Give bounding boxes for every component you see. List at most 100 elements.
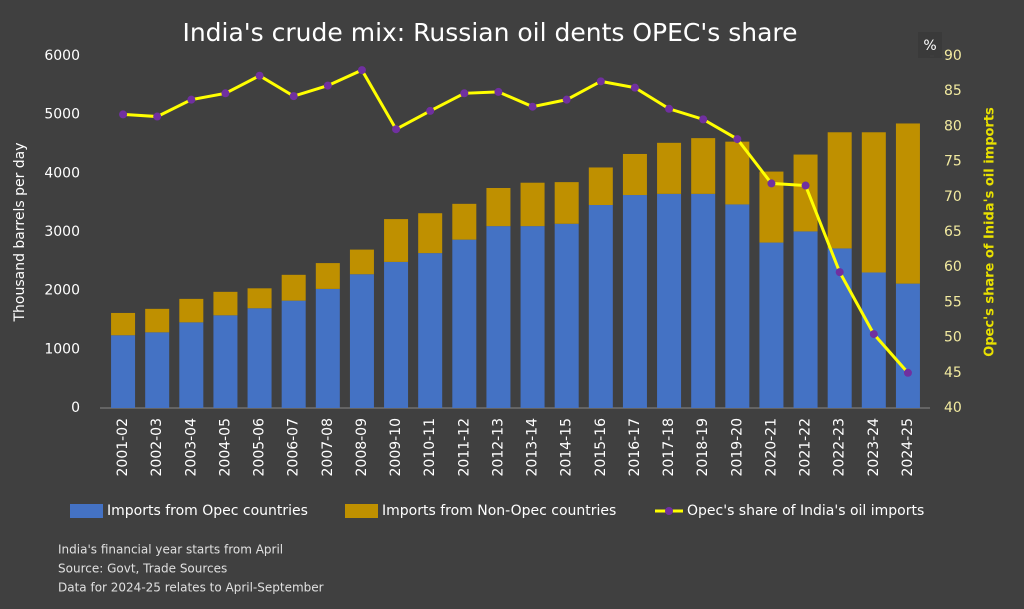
legend-label: Opec's share of India's oil imports: [687, 503, 924, 519]
bar: [486, 188, 511, 227]
bar: [418, 213, 443, 254]
y2-axis-title: Opec's share of Inida's oil imports: [983, 107, 998, 357]
y-axis-title: Thousand barrels per day: [12, 142, 28, 322]
marker: [767, 179, 776, 188]
marker: [289, 92, 298, 101]
x-tick-label: 2013-14: [525, 418, 541, 477]
bar: [861, 132, 886, 273]
bar: [622, 195, 647, 408]
x-tick-label: 2005-06: [252, 418, 268, 477]
note: India's financial year starts from April: [58, 543, 283, 557]
x-tick-label: 2014-15: [559, 418, 575, 477]
bar: [895, 283, 920, 408]
y-tick-label: 3000: [44, 224, 80, 240]
bar: [452, 203, 477, 240]
y-tick-label: 5000: [44, 107, 80, 123]
x-tick-label: 2018-19: [695, 418, 711, 477]
marker: [119, 110, 128, 119]
x-tick-label: 2012-13: [490, 418, 506, 477]
x-tick-label: 2024-25: [900, 418, 916, 477]
bar: [145, 308, 170, 333]
marker: [255, 71, 264, 80]
x-tick-label: 2017-18: [661, 418, 677, 477]
bar: [145, 332, 170, 408]
marker: [630, 83, 639, 92]
x-tick-label: 2006-07: [286, 418, 302, 477]
marker: [153, 112, 162, 121]
legend-swatch: [70, 504, 103, 518]
y2-tick-label: 90: [944, 48, 962, 64]
note: Data for 2024-25 relates to April-Septem…: [58, 581, 324, 595]
bar: [895, 123, 920, 284]
marker: [733, 135, 742, 144]
y2-tick-label: 80: [944, 118, 962, 134]
marker: [699, 115, 708, 124]
line: [122, 68, 910, 374]
y2-tick-label: 65: [944, 224, 962, 240]
chart-title: India's crude mix: Russian oil dents OPE…: [182, 18, 797, 47]
bar: [179, 322, 204, 408]
marker: [869, 330, 878, 339]
marker: [596, 77, 605, 86]
y2-tick-label: 50: [944, 330, 962, 346]
y2-unit: %: [923, 38, 936, 54]
bar: [691, 193, 716, 408]
bar: [759, 242, 784, 408]
marker: [323, 81, 332, 90]
bar: [725, 141, 750, 205]
bar: [725, 204, 750, 408]
legend-marker: [665, 507, 673, 515]
bar: [657, 142, 682, 194]
legend-label: Imports from Non-Opec countries: [382, 503, 616, 519]
marker: [187, 95, 196, 104]
y-tick-label: 2000: [44, 283, 80, 299]
bar: [213, 291, 238, 316]
marker: [426, 106, 435, 115]
bar: [793, 231, 818, 408]
x-tick-label: 2002-03: [149, 418, 165, 477]
x-tick-label: 2008-09: [354, 418, 370, 477]
unit-box: [918, 32, 942, 58]
bar: [418, 253, 443, 408]
marker: [221, 89, 230, 98]
bar: [827, 132, 852, 249]
bar: [281, 300, 306, 408]
x-tick-label: 2007-08: [320, 418, 336, 477]
x-tick-label: 2019-20: [729, 418, 745, 477]
y-tick-label: 0: [71, 400, 80, 416]
bar: [111, 312, 136, 336]
marker: [835, 268, 844, 277]
bar: [588, 167, 613, 206]
marker: [460, 89, 469, 98]
bar: [520, 226, 545, 408]
bar: [315, 288, 340, 408]
x-tick-label: 2021-22: [798, 418, 814, 477]
x-tick-label: 2022-23: [832, 418, 848, 477]
x-tick-label: 2020-21: [763, 418, 779, 477]
marker: [801, 181, 810, 190]
bar: [486, 226, 511, 408]
marker: [665, 104, 674, 113]
y2-tick-label: 60: [944, 259, 962, 275]
bar: [179, 298, 204, 323]
bar: [384, 219, 409, 262]
marker: [392, 125, 401, 134]
bar: [349, 249, 374, 275]
bar: [213, 315, 238, 408]
marker: [357, 66, 366, 75]
y2-tick-label: 75: [944, 154, 962, 170]
legend-swatch: [345, 504, 378, 518]
bar: [281, 274, 306, 301]
x-tick-label: 2015-16: [593, 418, 609, 477]
y-tick-label: 6000: [44, 48, 80, 64]
marker: [494, 87, 503, 96]
bar: [247, 308, 272, 408]
legend-label: Imports from Opec countries: [107, 503, 308, 519]
y2-tick-label: 55: [944, 294, 962, 310]
y2-tick-label: 40: [944, 400, 962, 416]
y-tick-label: 4000: [44, 165, 80, 181]
y2-tick-label: 85: [944, 83, 962, 99]
y-tick-label: 1000: [44, 341, 80, 357]
x-tick-label: 2010-11: [422, 418, 438, 477]
